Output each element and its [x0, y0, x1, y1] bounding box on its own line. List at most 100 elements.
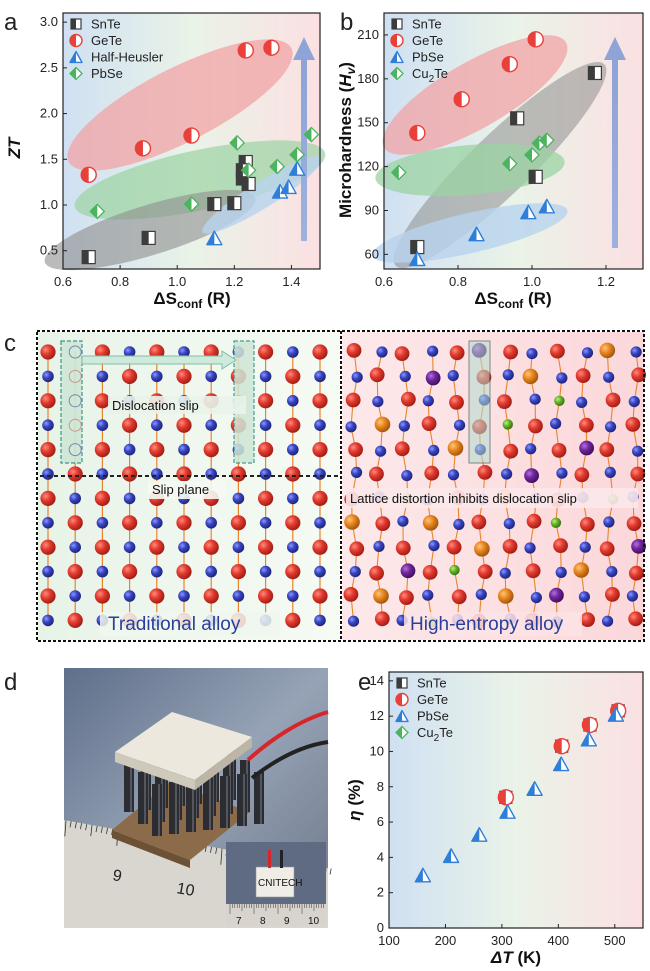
atom: [285, 564, 301, 580]
atom: [258, 490, 274, 506]
atom: [287, 395, 299, 407]
annotation-bg: [108, 396, 246, 414]
atom: [599, 342, 616, 359]
legend-label: Half-Heusler: [91, 50, 164, 65]
atom: [151, 468, 163, 480]
atom: [176, 466, 192, 482]
atom: [42, 468, 54, 480]
high-entropy-alloy-caption: High-entropy alloy: [410, 614, 564, 635]
atom: [314, 517, 326, 529]
atom: [176, 368, 192, 384]
atom: [96, 565, 109, 578]
atom: [349, 541, 365, 557]
atom: [522, 368, 539, 385]
atom: [344, 514, 360, 530]
y-tick-label: 210: [357, 27, 379, 42]
y-tick-label: 0.5: [40, 243, 58, 258]
atom: [203, 539, 219, 555]
atom: [285, 466, 301, 482]
ruler-tick: [100, 826, 103, 834]
atom: [67, 612, 83, 629]
atom: [524, 468, 539, 483]
atom: [499, 567, 511, 579]
x-tick-label: 300: [491, 933, 513, 948]
x-tick-label: 1.0: [168, 274, 186, 289]
atom: [526, 513, 542, 529]
atom: [428, 540, 440, 552]
atom: [42, 565, 54, 578]
te-leg: [237, 774, 247, 826]
atom: [579, 517, 595, 532]
atom: [312, 442, 328, 458]
y-tick-label: 90: [365, 202, 379, 217]
legend-label: GeTe: [91, 33, 122, 48]
trend-arrow: [604, 37, 626, 248]
atom: [447, 370, 459, 382]
atom: [259, 419, 272, 432]
x-tick-label: 100: [378, 933, 400, 948]
x-tick-label: 1.0: [523, 274, 541, 289]
x-axis-label: ΔT (K): [490, 948, 541, 967]
atom: [422, 565, 438, 580]
legend-label: Cu2Te: [412, 66, 448, 85]
plot-frame: [383, 12, 644, 270]
atom: [400, 391, 416, 407]
te-leg: [152, 784, 162, 836]
atom: [258, 393, 274, 409]
atom: [474, 541, 490, 557]
legend-label: SnTe: [412, 17, 442, 32]
atom: [398, 420, 410, 432]
atom: [579, 541, 591, 553]
atom: [122, 368, 138, 384]
atom: [230, 564, 246, 580]
y-axis-label: ZT: [5, 136, 24, 159]
y-axis-label: η (%): [345, 779, 364, 821]
atom: [375, 516, 391, 531]
y-tick-label: 2: [377, 885, 384, 900]
atom: [343, 587, 359, 602]
y-tick-label: 2.5: [40, 60, 58, 75]
atom: [176, 515, 192, 531]
atom: [576, 396, 588, 408]
atom: [149, 539, 165, 555]
atom: [605, 392, 621, 408]
atom: [399, 370, 411, 382]
atom: [178, 346, 190, 358]
ruler-tick: [106, 827, 108, 835]
ruler-label-9: 9: [111, 867, 123, 885]
plot-background: [389, 672, 643, 928]
atom: [205, 517, 217, 529]
atom: [40, 588, 56, 604]
atom: [259, 370, 272, 383]
x-tick-label: 200: [435, 933, 457, 948]
atom: [372, 396, 384, 408]
atom: [529, 393, 541, 405]
atom: [203, 442, 219, 458]
atom: [502, 539, 518, 554]
atom: [603, 371, 615, 383]
atom: [351, 371, 363, 383]
chart-panel-a: 0.6 0.8 1.0 1.2 1.4 0.5 1.0 1.5 2.0 2.5 3.0 SnTeGe…: [5, 12, 326, 311]
inset-tick-label: 8: [260, 916, 266, 927]
atom: [96, 370, 109, 383]
x-tick-label: 1.2: [225, 274, 243, 289]
wires: [246, 710, 329, 780]
atom: [400, 563, 416, 579]
legend-label: GeTe: [412, 33, 443, 48]
atom: [94, 539, 110, 555]
te-leg: [186, 780, 196, 832]
atom: [94, 393, 110, 409]
caption-bg: [100, 612, 280, 636]
atom: [422, 395, 434, 407]
atom: [312, 490, 328, 506]
atom: [630, 466, 646, 482]
atom: [258, 588, 274, 604]
atom: [604, 421, 617, 433]
legend-label: PbSe: [91, 66, 123, 81]
atom: [345, 421, 357, 433]
atom: [475, 588, 487, 601]
atom: [422, 515, 439, 531]
ruler-tick: [64, 820, 67, 837]
